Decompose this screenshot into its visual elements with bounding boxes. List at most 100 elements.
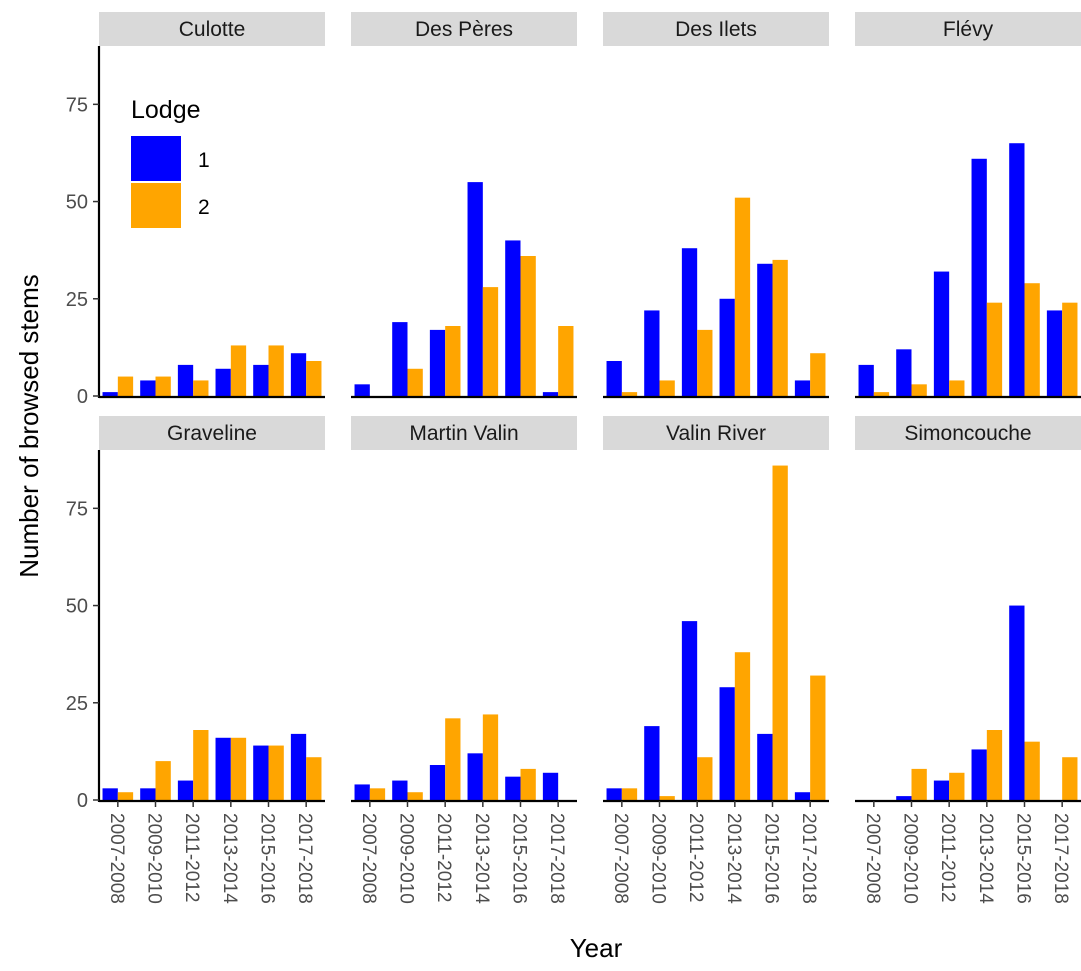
x-tick-label-simoncouche-2015-2016: 2015-2016: [1013, 813, 1034, 904]
bar-culotte-2007-2008-lodge-1: [102, 392, 118, 396]
legend: Lodge 1 2: [122, 88, 232, 238]
bar-valin-river-2015-2016-lodge-1: [757, 733, 773, 800]
x-tick-label-valin-river-2015-2016: 2015-2016: [761, 813, 782, 904]
bar-valin-river-2007-2008-lodge-1: [606, 788, 622, 800]
x-tick-label-simoncouche-2009-2010: 2009-2010: [900, 813, 921, 904]
panel-des-peres: Des Pères: [351, 12, 577, 396]
strip-simoncouche: [855, 416, 1081, 450]
bar-des-peres-2013-2014-lodge-1: [467, 182, 483, 396]
bar-graveline-2013-2014-lodge-2: [230, 737, 247, 800]
bar-des-ilets-2013-2014-lodge-1: [719, 298, 735, 396]
x-axis-title: Year: [570, 933, 623, 963]
legend-label-lodge-2: 2: [198, 196, 210, 219]
y-tick-label-row-2-0: 0: [77, 790, 88, 812]
strip-martin-valin: [351, 416, 577, 450]
bar-des-peres-2015-2016-lodge-2: [520, 256, 536, 396]
bar-flevy-2007-2008-lodge-1: [858, 364, 874, 396]
bar-culotte-2009-2010-lodge-1: [140, 380, 156, 396]
strip-label-valin-river: Valin River: [666, 422, 766, 445]
bar-graveline-2007-2008-lodge-2: [117, 792, 134, 800]
strip-label-martin-valin: Martin Valin: [409, 422, 518, 445]
panel-simoncouche: Simoncouche: [855, 416, 1081, 800]
bar-martin-valin-2011-2012-lodge-2: [445, 718, 461, 800]
bar-flevy-2011-2012-lodge-1: [933, 271, 950, 396]
bar-flevy-2017-2018-lodge-1: [1046, 310, 1063, 396]
x-tick-label-graveline-2007-2008: 2007-2008: [106, 813, 127, 904]
bar-culotte-2013-2014-lodge-1: [215, 368, 231, 396]
strip-des-peres: [351, 12, 577, 46]
bar-des-ilets-2015-2016-lodge-1: [757, 263, 773, 396]
bar-simoncouche-2015-2016-lodge-1: [1009, 605, 1025, 800]
y-tick-label-row-1-50: 50: [66, 192, 88, 214]
bar-martin-valin-2017-2018-lodge-1: [542, 772, 559, 800]
bar-culotte-2009-2010-lodge-2: [155, 376, 171, 396]
bar-simoncouche-2015-2016-lodge-2: [1024, 741, 1040, 800]
x-tick-label-valin-river-2013-2014: 2013-2014: [723, 813, 744, 904]
legend-key-lodge-1: [131, 136, 181, 181]
x-tick-label-graveline-2011-2012: 2011-2012: [181, 813, 202, 902]
bar-simoncouche-2009-2010-lodge-2: [911, 768, 927, 800]
bar-valin-river-2011-2012-lodge-2: [697, 757, 713, 800]
x-tick-label-martin-valin-2013-2014: 2013-2014: [471, 813, 492, 904]
bar-simoncouche-2011-2012-lodge-2: [949, 772, 965, 800]
panel-flevy: Flévy: [855, 12, 1081, 396]
x-tick-label-martin-valin-2015-2016: 2015-2016: [509, 813, 530, 904]
bar-graveline-2009-2010-lodge-1: [140, 788, 156, 800]
bar-valin-river-2015-2016-lodge-2: [772, 465, 788, 800]
bar-des-peres-2015-2016-lodge-1: [505, 240, 521, 396]
bar-culotte-2011-2012-lodge-2: [193, 380, 209, 396]
bar-culotte-2017-2018-lodge-1: [290, 353, 307, 396]
bar-martin-valin-2015-2016-lodge-1: [505, 776, 521, 800]
y-tick-label-row-2-25: 25: [66, 693, 88, 715]
x-tick-label-martin-valin-2011-2012: 2011-2012: [433, 813, 454, 902]
bar-culotte-2015-2016-lodge-1: [253, 364, 269, 396]
legend-key-lodge-2: [131, 183, 181, 228]
x-tick-label-simoncouche-2011-2012: 2011-2012: [937, 813, 958, 902]
x-tick-label-martin-valin-2007-2008: 2007-2008: [358, 813, 379, 904]
x-tick-label-simoncouche-2007-2008: 2007-2008: [862, 813, 883, 904]
bar-simoncouche-2011-2012-lodge-1: [933, 780, 950, 800]
y-tick-label-row-2-75: 75: [66, 498, 88, 520]
bar-valin-river-2013-2014-lodge-2: [734, 652, 751, 800]
x-tick-label-graveline-2017-2018: 2017-2018: [294, 813, 315, 904]
bar-valin-river-2011-2012-lodge-1: [681, 621, 698, 800]
bar-des-ilets-2011-2012-lodge-1: [681, 248, 698, 396]
strip-label-graveline: Graveline: [167, 422, 257, 445]
bar-flevy-2013-2014-lodge-2: [986, 302, 1003, 396]
strip-valin-river: [603, 416, 829, 450]
bar-culotte-2017-2018-lodge-2: [306, 361, 322, 396]
bar-martin-valin-2015-2016-lodge-2: [520, 768, 536, 800]
y-tick-label-row-1-0: 0: [77, 386, 88, 408]
bar-flevy-2013-2014-lodge-1: [971, 158, 987, 396]
bar-culotte-2015-2016-lodge-2: [268, 345, 284, 396]
legend-title: Lodge: [131, 96, 201, 124]
bar-simoncouche-2013-2014-lodge-1: [971, 749, 987, 800]
bar-des-ilets-2007-2008-lodge-1: [606, 361, 622, 396]
bar-des-peres-2007-2008-lodge-1: [354, 384, 370, 396]
bar-des-peres-2009-2010-lodge-1: [392, 322, 408, 396]
bar-flevy-2015-2016-lodge-1: [1009, 143, 1025, 396]
bar-valin-river-2017-2018-lodge-2: [810, 675, 826, 800]
bar-simoncouche-2009-2010-lodge-1: [896, 796, 912, 800]
bar-des-peres-2011-2012-lodge-1: [429, 329, 446, 396]
bar-des-peres-2017-2018-lodge-1: [542, 392, 559, 396]
bar-graveline-2017-2018-lodge-1: [290, 733, 307, 800]
legend-label-lodge-1: 1: [198, 149, 210, 172]
bar-simoncouche-2017-2018-lodge-2: [1062, 757, 1078, 800]
bar-graveline-2009-2010-lodge-2: [155, 761, 171, 800]
bar-des-ilets-2013-2014-lodge-2: [734, 197, 751, 396]
x-tick-label-valin-river-2007-2008: 2007-2008: [610, 813, 631, 904]
bar-flevy-2007-2008-lodge-2: [873, 392, 890, 396]
bar-graveline-2011-2012-lodge-2: [193, 730, 209, 800]
bar-martin-valin-2009-2010-lodge-2: [407, 792, 423, 800]
bar-graveline-2017-2018-lodge-2: [306, 757, 322, 800]
strip-culotte: [99, 12, 325, 46]
bar-martin-valin-2013-2014-lodge-1: [467, 753, 483, 800]
strip-des-ilets: [603, 12, 829, 46]
x-tick-label-valin-river-2017-2018: 2017-2018: [798, 813, 819, 904]
bar-martin-valin-2009-2010-lodge-1: [392, 780, 408, 800]
y-tick-label-row-1-25: 25: [66, 289, 88, 311]
x-tick-label-martin-valin-2017-2018: 2017-2018: [546, 813, 567, 904]
